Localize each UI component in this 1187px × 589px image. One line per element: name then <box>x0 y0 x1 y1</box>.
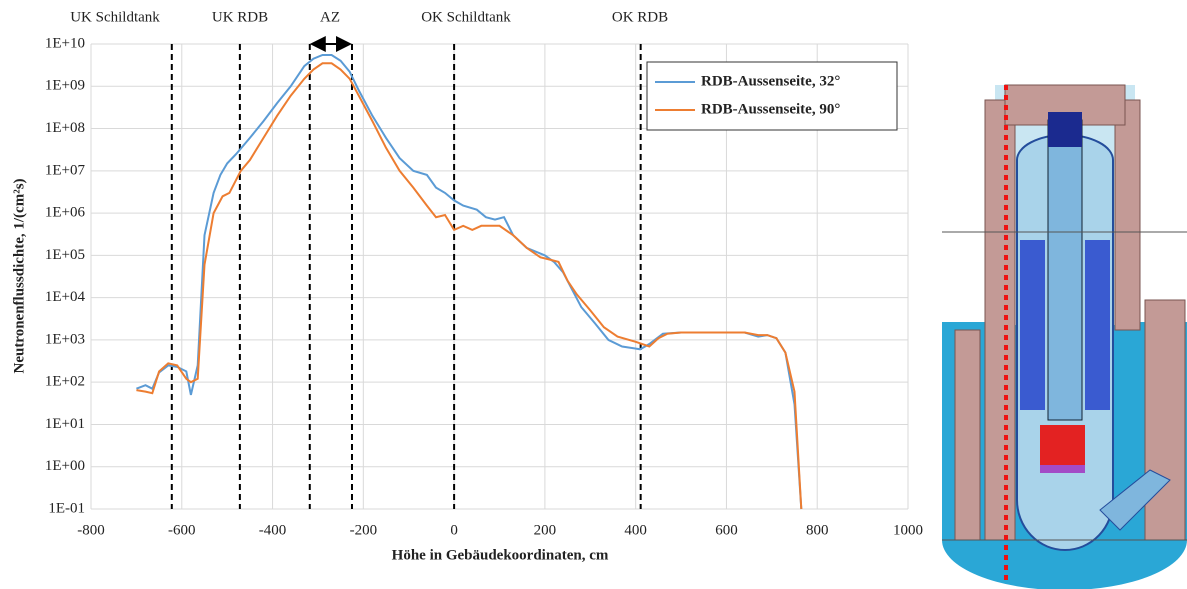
y-tick-label: 1E+00 <box>45 458 85 474</box>
annotation: UK RDB <box>212 9 268 25</box>
legend-box <box>646 61 898 131</box>
y-axis-title: Neutronenflussdichte, 1/(cm²s) <box>11 178 27 373</box>
annotation: UK Schildtank <box>70 9 160 25</box>
x-tick-label: 800 <box>806 522 829 538</box>
annotation: AZ <box>320 9 340 25</box>
y-tick-label: 1E-01 <box>48 500 85 516</box>
y-tick-label: 1E+02 <box>45 374 85 390</box>
x-tick-label: 1000 <box>893 522 923 538</box>
y-tick-label: 1E+07 <box>45 162 86 178</box>
series-line <box>136 62 803 510</box>
reactor-diagram <box>942 84 1187 589</box>
x-tick-label: -400 <box>259 522 287 538</box>
x-tick-label: -800 <box>77 522 105 538</box>
y-tick-label: 1E+05 <box>45 247 85 263</box>
x-tick-label: 600 <box>715 522 738 538</box>
x-tick-label: -600 <box>168 522 196 538</box>
y-tick-label: 1E+09 <box>45 78 85 94</box>
x-axis-title: Höhe in Gebäudekoordinaten, cm <box>392 547 609 563</box>
y-tick-label: 1E+06 <box>45 205 86 221</box>
annotation: OK Schildtank <box>421 9 511 25</box>
x-tick-label: 0 <box>450 522 458 538</box>
x-tick-label: -200 <box>350 522 378 538</box>
y-tick-label: 1E+03 <box>45 331 85 347</box>
legend-label: RDB-Aussenseite, 90° <box>701 101 840 117</box>
legend-label: RDB-Aussenseite, 32° <box>701 73 840 89</box>
annotation: OK RDB <box>612 9 668 25</box>
y-tick-label: 1E+10 <box>45 35 85 51</box>
y-tick-label: 1E+04 <box>45 289 86 305</box>
y-tick-label: 1E+08 <box>45 120 85 136</box>
x-tick-label: 200 <box>534 522 557 538</box>
y-tick-label: 1E+01 <box>45 416 85 432</box>
x-tick-label: 400 <box>624 522 647 538</box>
